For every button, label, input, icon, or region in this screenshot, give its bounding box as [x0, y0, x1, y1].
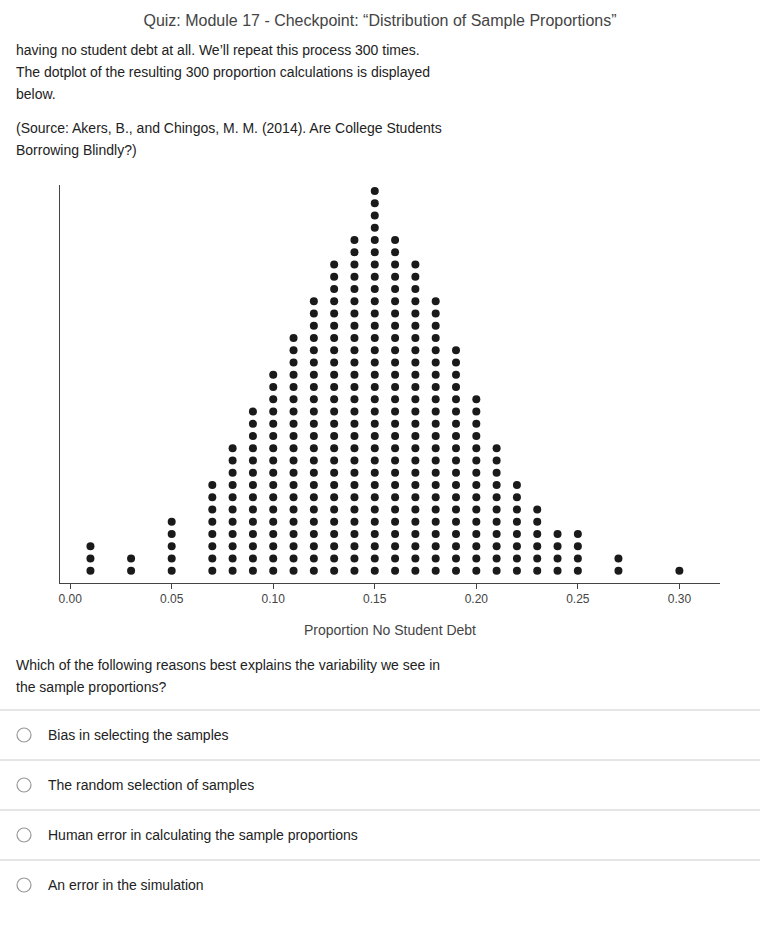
svg-text:Proportion No Student Debt: Proportion No Student Debt: [304, 622, 476, 638]
svg-text:Borrowing Blindly?): Borrowing Blindly?): [16, 142, 137, 158]
svg-text:0.20: 0.20: [465, 592, 489, 606]
svg-text:The dotplot of the resulting 3: The dotplot of the resulting 300 proport…: [16, 64, 430, 80]
svg-text:Which of the following reasons: Which of the following reasons best expl…: [16, 657, 440, 673]
svg-text:0.25: 0.25: [566, 592, 590, 606]
svg-text:0.30: 0.30: [668, 592, 692, 606]
svg-text:the sample proportions?: the sample proportions?: [16, 679, 166, 695]
svg-text:(Source: Akers, B., and Chingo: (Source: Akers, B., and Chingos, M. M. (…: [16, 120, 442, 136]
svg-text:0.05: 0.05: [160, 592, 184, 606]
svg-text:The random selection of sample: The random selection of samples: [48, 777, 254, 793]
svg-text:An error in the simulation: An error in the simulation: [48, 877, 204, 893]
svg-text:Bias in selecting the samples: Bias in selecting the samples: [48, 727, 229, 743]
svg-text:below.: below.: [16, 86, 56, 102]
svg-text:0.15: 0.15: [363, 592, 387, 606]
svg-text:having no student debt at all.: having no student debt at all. We’ll rep…: [16, 42, 420, 58]
svg-text:Human error in calculating the: Human error in calculating the sample pr…: [48, 827, 358, 843]
svg-text:Quiz: Module 17 - Checkpoint:: Quiz: Module 17 - Checkpoint: “Distribut…: [143, 12, 616, 29]
svg-text:0.10: 0.10: [262, 592, 286, 606]
svg-text:0.00: 0.00: [58, 592, 82, 606]
